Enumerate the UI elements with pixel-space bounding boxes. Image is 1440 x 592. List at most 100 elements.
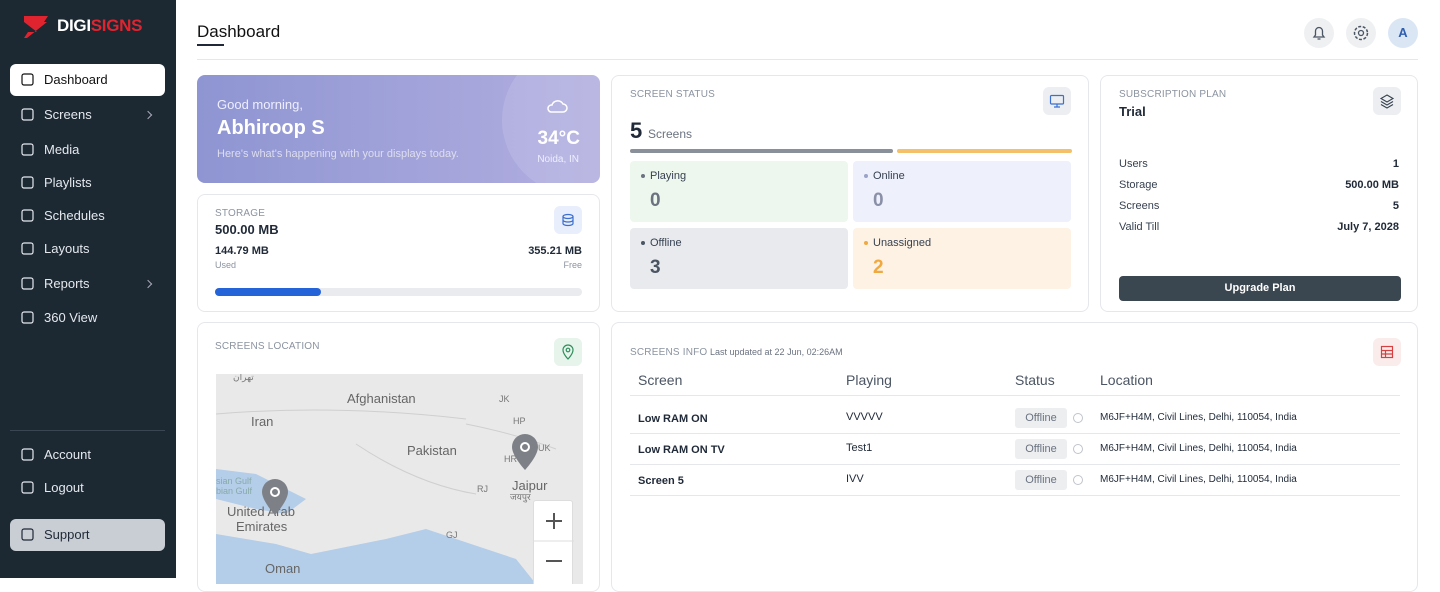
status-count: 0 <box>873 190 884 211</box>
info-icon[interactable] <box>1073 413 1083 423</box>
nav-item[interactable]: Schedules <box>10 200 165 232</box>
greeting: Good morning, <box>217 97 303 112</box>
status-tile: Playing 0 <box>630 161 848 222</box>
notifications-button[interactable] <box>1304 18 1334 48</box>
screen-name[interactable]: Screen 5 <box>638 475 684 487</box>
nav-item[interactable]: Support <box>10 519 165 551</box>
map-label: تهران <box>233 374 254 382</box>
status-count: 2 <box>873 257 884 278</box>
info-icon[interactable] <box>1073 475 1083 485</box>
nav-label: Support <box>44 527 90 542</box>
status-label: Playing <box>650 170 687 182</box>
status-label: Offline <box>650 237 682 249</box>
status-tile: Online 0 <box>853 161 1071 222</box>
map-label: RJ <box>477 484 488 494</box>
row-line <box>630 464 1400 465</box>
location: M6JF+H4M, Civil Lines, Delhi, 110054, In… <box>1100 412 1297 423</box>
map-label: bian Gulf <box>216 486 253 496</box>
nav-item[interactable]: Account <box>10 439 165 471</box>
nav-label: 360 View <box>44 310 98 325</box>
header-divider <box>197 59 1418 60</box>
table-icon <box>1373 338 1401 366</box>
status-dot <box>864 174 868 178</box>
plan-row: Users 1 <box>1119 158 1399 170</box>
map-label: HR <box>504 454 517 464</box>
map-label: जयपुर <box>510 492 531 502</box>
nav-item[interactable]: Layouts <box>10 233 165 265</box>
welcome-subtitle: Here's what's happening with your displa… <box>217 148 459 160</box>
nav-label: Screens <box>44 107 92 122</box>
column-header: Location <box>1100 372 1153 388</box>
used-label: Used <box>215 260 237 270</box>
playing: Test1 <box>846 442 873 454</box>
status-segment <box>896 149 1072 153</box>
map[interactable]: تهران Iran Afghanistan Pakistan JK HP HR UK RJ Ja… <box>216 374 583 584</box>
plan-row: Screens 5 <box>1119 200 1399 212</box>
row-line <box>630 495 1400 496</box>
nav-label: Logout <box>44 480 84 495</box>
screen-name[interactable]: Low RAM ON TV <box>638 444 725 456</box>
nav-item[interactable]: Reports <box>10 268 165 300</box>
nav-item[interactable]: 360 View <box>10 302 165 334</box>
card-title: STORAGE <box>215 208 266 219</box>
column-header: Status <box>1015 372 1055 388</box>
nav-label: Schedules <box>44 208 105 223</box>
plan-key: Valid Till <box>1119 221 1160 233</box>
info-icon[interactable] <box>1073 444 1083 454</box>
map-label: HP <box>513 416 526 426</box>
storage-used: 144.79 MB <box>215 245 269 257</box>
location-icon <box>554 338 582 366</box>
nav-label: Dashboard <box>44 72 108 87</box>
subscription-card: SUBSCRIPTION PLAN Trial Users 1 Storage 500… <box>1100 75 1418 312</box>
nav-item[interactable]: Playlists <box>10 167 165 199</box>
status-count: 3 <box>650 257 661 278</box>
storage-icon <box>554 206 582 234</box>
plan-key: Users <box>1119 158 1148 170</box>
avatar[interactable]: A <box>1388 18 1418 48</box>
map-label: Emirates <box>236 519 288 534</box>
zoom-in[interactable] <box>546 513 562 529</box>
logo-icon <box>24 16 48 38</box>
column-header: Playing <box>846 372 892 388</box>
screens-info-card: SCREENS INFO Last updated at 22 Jun, 02:… <box>611 322 1418 592</box>
storage-progress <box>215 288 322 296</box>
map-label: UK <box>538 443 551 453</box>
decoration <box>502 75 600 183</box>
status-tile: Unassigned 2 <box>853 228 1071 289</box>
logo-text: DIGISIGNS <box>57 16 142 36</box>
nav-item[interactable]: Media <box>10 134 165 166</box>
plan-value: July 7, 2028 <box>1337 221 1399 233</box>
map-label: GJ <box>446 530 458 540</box>
nav-item[interactable]: Dashboard <box>10 64 165 96</box>
nav-item[interactable]: Logout <box>10 472 165 504</box>
plan-row: Valid Till July 7, 2028 <box>1119 221 1399 233</box>
plan-key: Screens <box>1119 200 1160 212</box>
status-segment <box>630 149 893 153</box>
storage-card: STORAGE 500.00 MB 144.79 MB Used 355.21 … <box>197 194 600 312</box>
welcome-card: Good morning, Abhiroop S Here's what's h… <box>197 75 600 183</box>
storage-total: 500.00 MB <box>215 222 279 237</box>
column-header: Screen <box>638 372 683 388</box>
status-count: 0 <box>650 190 661 211</box>
location: M6JF+H4M, Civil Lines, Delhi, 110054, In… <box>1100 474 1297 485</box>
card-title: SCREENS INFO <box>630 347 708 358</box>
map-marker[interactable] <box>510 432 540 472</box>
nav-label: Account <box>44 447 91 462</box>
status-dot <box>864 241 868 245</box>
map-marker[interactable] <box>260 477 290 517</box>
plan-value: 500.00 MB <box>1345 179 1399 191</box>
nav-item[interactable]: Screens <box>10 99 165 131</box>
nav-label: Layouts <box>44 241 90 256</box>
map-background <box>216 409 557 584</box>
status-badge: Offline <box>1015 408 1067 428</box>
logo-part: DIGI <box>57 16 91 35</box>
plan-row: Storage 500.00 MB <box>1119 179 1399 191</box>
location: M6JF+H4M, Civil Lines, Delhi, 110054, In… <box>1100 443 1297 454</box>
screen-name[interactable]: Low RAM ON <box>638 413 708 425</box>
plan-name: Trial <box>1119 104 1146 119</box>
upgrade-button[interactable]: Upgrade Plan <box>1119 276 1401 301</box>
map-label: sian Gulf <box>216 476 252 486</box>
settings-button[interactable] <box>1346 18 1376 48</box>
user-name: Abhiroop S <box>217 117 325 139</box>
